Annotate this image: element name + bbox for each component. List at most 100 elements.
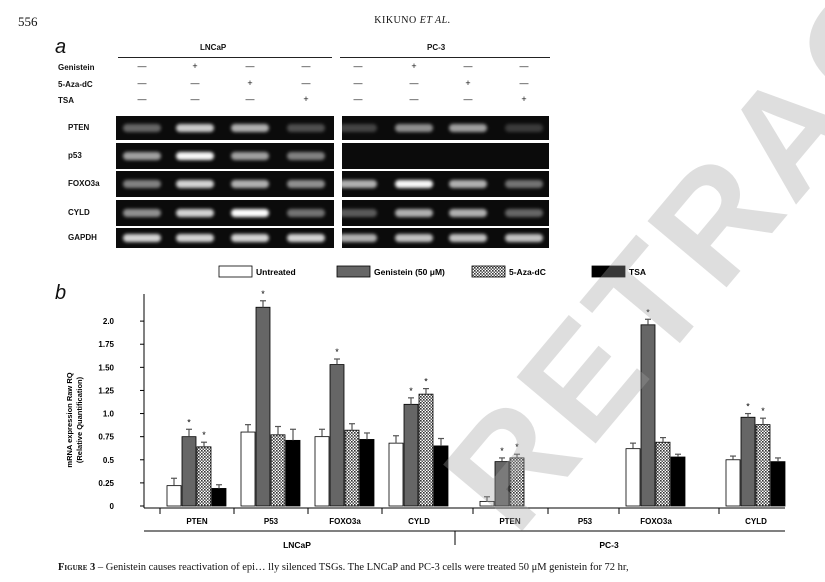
- bar: [344, 429, 360, 507]
- cell-line-pc3-header: PC-3: [427, 43, 446, 52]
- bar: [755, 424, 771, 507]
- gel-band: [505, 209, 543, 217]
- significance-star: *: [746, 402, 750, 412]
- treatment-sign: +: [411, 61, 417, 71]
- bar: [725, 459, 741, 507]
- bar: [314, 436, 330, 507]
- bar: [166, 485, 182, 507]
- treatment-sign: —: [463, 94, 473, 104]
- panel-b-letter: b: [55, 282, 67, 304]
- y-tick-label: 0.25: [98, 479, 114, 488]
- significance-star: *: [424, 377, 428, 387]
- pc3-header-rule: [340, 57, 550, 58]
- treatment-sign: —: [301, 78, 311, 88]
- bar: [196, 446, 212, 507]
- treatment-sign: +: [465, 78, 471, 88]
- gel-band: [176, 234, 214, 242]
- treatment-sign: —: [353, 94, 363, 104]
- gel-band: [395, 124, 433, 132]
- gel-band: [395, 209, 433, 217]
- panel-a-letter: a: [55, 36, 67, 58]
- significance-star: *: [187, 417, 191, 427]
- gel-band: [449, 234, 487, 242]
- page-number: 556: [18, 14, 38, 29]
- bar: [359, 439, 375, 507]
- group-label: PC-3: [599, 540, 619, 550]
- gel-band: [449, 209, 487, 217]
- gel-strip: [116, 228, 334, 248]
- gel-band: [176, 124, 214, 132]
- bar: [181, 436, 197, 507]
- treatment-sign: +: [247, 78, 253, 88]
- gene-label: GAPDH: [68, 233, 97, 242]
- treatment-label: Genistein: [58, 63, 95, 72]
- legend-label: Untreated: [256, 267, 296, 277]
- legend-swatch: [471, 265, 506, 278]
- gene-label: p53: [68, 151, 82, 160]
- bar: [388, 442, 404, 507]
- gel-band: [123, 180, 161, 188]
- significance-star: *: [761, 406, 765, 416]
- bar: [329, 364, 345, 507]
- gel-band: [231, 209, 269, 217]
- category-label: CYLD: [408, 517, 430, 526]
- treatment-sign: —: [353, 61, 363, 71]
- treatment-sign: —: [409, 78, 419, 88]
- gene-label: PTEN: [68, 123, 90, 132]
- gel-band: [342, 180, 377, 188]
- gel-band: [342, 234, 377, 242]
- gel-band: [449, 124, 487, 132]
- bar: [270, 434, 286, 507]
- bar: [285, 439, 301, 507]
- y-axis-label: (Relative Quantification): [75, 376, 84, 463]
- treatment-label: 5-Aza-dC: [58, 80, 93, 89]
- category-label: P53: [264, 517, 279, 526]
- y-tick-label: 1.75: [98, 340, 114, 349]
- gel-band: [342, 209, 377, 217]
- bar: [740, 416, 756, 507]
- bar: [255, 306, 271, 507]
- bar: [655, 441, 671, 507]
- gel-band: [231, 180, 269, 188]
- bar: [670, 456, 686, 507]
- treatment-sign: —: [137, 78, 147, 88]
- lncap-header-rule: [118, 57, 332, 58]
- bar: [240, 431, 256, 507]
- gel-band: [231, 234, 269, 242]
- running-head: KIKUNO ET AL.: [0, 15, 825, 26]
- gel-band: [505, 124, 543, 132]
- significance-star: *: [261, 289, 265, 299]
- bar: [211, 488, 227, 507]
- gel-strip: [116, 143, 334, 169]
- cell-line-lncap-header: LNCaP: [200, 43, 227, 52]
- caption-figure-label: Figure 3: [58, 562, 96, 573]
- gel-strip: [116, 171, 334, 197]
- legend-label: 5-Aza-dC: [509, 267, 546, 277]
- treatment-sign: —: [190, 94, 200, 104]
- y-tick-label: 0.5: [103, 456, 115, 465]
- figure-caption: Figure 3 – Genistein causes reactivation…: [58, 562, 629, 573]
- gel-band: [231, 152, 269, 160]
- gel-band: [231, 124, 269, 132]
- gel-band: [505, 180, 543, 188]
- gene-label: FOXO3a: [68, 179, 100, 188]
- gel-strip: [342, 171, 549, 197]
- treatment-sign: +: [192, 61, 198, 71]
- legend-swatch: [218, 265, 253, 278]
- gel-strip: [342, 116, 549, 140]
- category-label: PTEN: [186, 517, 208, 526]
- gel-band: [176, 180, 214, 188]
- significance-star: *: [646, 307, 650, 317]
- gel-strip: [116, 116, 334, 140]
- gel-band: [287, 124, 325, 132]
- gel-strip: [342, 200, 549, 226]
- treatment-sign: —: [353, 78, 363, 88]
- y-tick-label: 1.0: [103, 410, 115, 419]
- gel-band: [449, 180, 487, 188]
- category-label: FOXO3a: [329, 517, 361, 526]
- significance-star: *: [409, 386, 413, 396]
- gel-band: [123, 209, 161, 217]
- y-axis-label: mRNA expression Raw RQ: [65, 372, 74, 467]
- y-tick-label: 1.25: [98, 386, 114, 395]
